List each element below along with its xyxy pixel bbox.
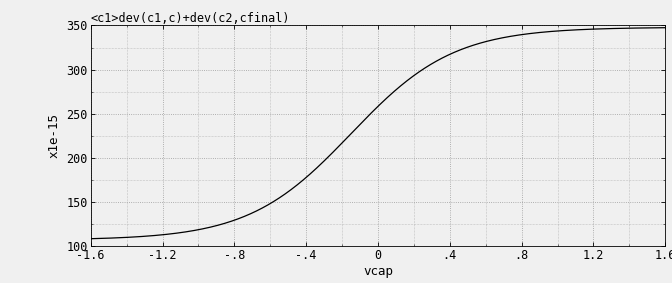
X-axis label: vcap: vcap (363, 265, 393, 278)
Y-axis label: x1e-15: x1e-15 (48, 113, 61, 158)
Text: <c1>dev(c1,c)+dev(c2,cfinal): <c1>dev(c1,c)+dev(c2,cfinal) (91, 12, 290, 25)
